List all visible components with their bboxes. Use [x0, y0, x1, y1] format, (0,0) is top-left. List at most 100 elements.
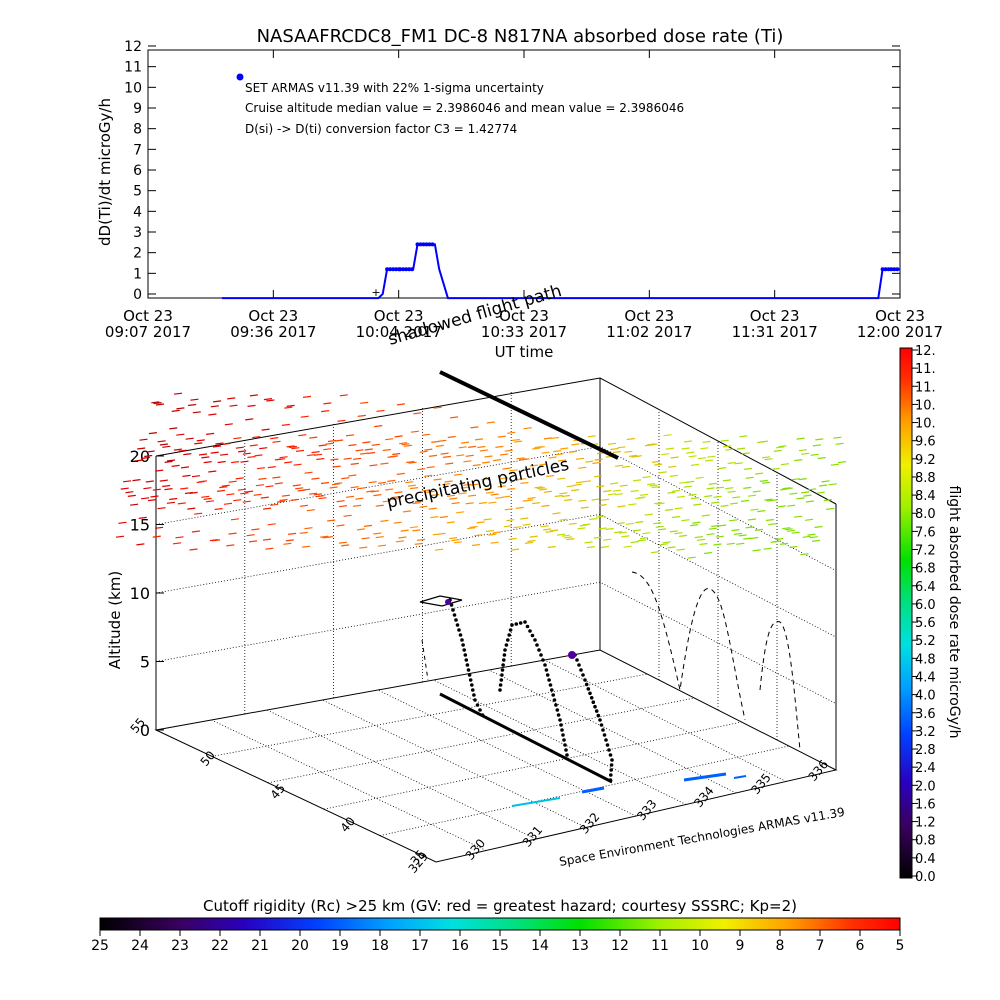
trajectory-point: [575, 658, 579, 662]
right-colorbar-tick-label: 10.: [915, 417, 936, 432]
particle-marker: [622, 465, 631, 468]
particle-marker: [713, 543, 722, 546]
particle-marker: [196, 439, 205, 442]
particle-marker: [690, 497, 699, 500]
particle-marker: [286, 404, 295, 407]
particle-marker: [320, 535, 329, 538]
particle-marker: [304, 471, 313, 474]
particle-marker: [631, 455, 640, 458]
particle-marker: [733, 532, 742, 535]
particle-marker: [736, 542, 745, 545]
particle-marker: [593, 475, 602, 478]
particle-marker: [550, 436, 559, 440]
particle-marker: [750, 536, 759, 540]
particle-marker: [495, 445, 504, 448]
particle-marker: [242, 452, 251, 455]
particle-marker: [155, 526, 164, 529]
particle-marker: [396, 403, 405, 406]
particle-marker: [256, 467, 265, 470]
y-tick-label: 3: [133, 225, 142, 241]
particle-marker: [290, 498, 299, 501]
data-point: [415, 242, 420, 247]
particle-marker: [249, 394, 258, 397]
particle-marker: [157, 507, 166, 510]
particle-marker: [527, 539, 536, 543]
particle-marker: [208, 470, 217, 473]
floor-segment: [581, 786, 605, 794]
particle-marker: [715, 535, 724, 538]
particle-marker: [706, 533, 715, 536]
particle-marker: [231, 461, 240, 464]
particle-marker: [323, 402, 332, 405]
trajectory-point: [539, 653, 543, 657]
trajectory-point: [506, 638, 510, 642]
data-point: [427, 242, 432, 247]
particle-marker: [329, 486, 338, 489]
bottom-colorbar-tick-label: 8: [776, 938, 785, 954]
longitude-tick-label: 336: [806, 757, 831, 784]
particle-marker: [458, 446, 467, 449]
particle-marker: [164, 488, 173, 491]
particle-marker: [522, 499, 531, 502]
particle-marker: [209, 539, 218, 542]
particle-marker: [428, 454, 438, 457]
bottom-colorbar-tick-label: 5: [896, 938, 905, 954]
right-colorbar-tick-label: 0.0: [915, 870, 936, 885]
trajectory-point: [561, 733, 565, 737]
y-tick-label: 2: [133, 246, 142, 262]
data-point: [424, 242, 429, 247]
particle-marker: [687, 556, 696, 559]
particle-marker: [281, 494, 290, 497]
particle-marker: [380, 462, 389, 465]
particle-marker: [577, 527, 586, 530]
right-colorbar-tick-label: 4.4: [915, 670, 936, 685]
particle-marker: [410, 487, 419, 490]
floor-grid-line: [211, 673, 648, 757]
particle-marker: [553, 450, 562, 453]
particle-marker: [543, 490, 552, 493]
particle-marker: [693, 503, 702, 506]
particle-marker: [247, 455, 256, 459]
particle-marker: [318, 444, 327, 447]
particle-marker: [629, 454, 638, 457]
right-colorbar-tick-label: 0.8: [915, 834, 936, 849]
data-point: [391, 267, 396, 272]
particle-marker: [692, 521, 701, 524]
particle-marker: [206, 432, 215, 435]
particle-marker: [540, 525, 549, 528]
particle-marker: [219, 486, 228, 489]
particle-marker: [304, 527, 313, 530]
particle-marker: [762, 456, 771, 459]
trajectory-point: [498, 683, 503, 687]
data-point: [880, 267, 885, 272]
particle-marker: [722, 445, 732, 448]
particle-marker: [375, 536, 384, 539]
particle-marker: [819, 484, 828, 487]
particle-marker: [396, 472, 405, 475]
particle-marker: [616, 522, 625, 525]
particle-marker: [768, 523, 777, 526]
particle-marker: [155, 469, 164, 472]
particle-marker: [483, 518, 492, 521]
particle-marker: [357, 414, 366, 417]
bottom-colorbar-tick-label: 25: [91, 938, 109, 954]
particle-marker: [230, 518, 240, 521]
particle-marker: [481, 478, 490, 481]
particle-marker: [240, 460, 249, 463]
particle-marker: [210, 451, 219, 454]
particle-marker: [311, 451, 320, 454]
particle-marker: [348, 444, 357, 447]
particle-marker: [587, 435, 596, 438]
particle-marker: [720, 504, 729, 507]
particle-marker: [718, 467, 727, 470]
bottom-colorbar-tick-label: 23: [171, 938, 189, 954]
particle-marker: [516, 457, 525, 460]
particle-marker: [151, 401, 160, 404]
wall-grid-line: [155, 446, 837, 572]
right-colorbar-tick-label: 11.: [915, 362, 936, 377]
particle-marker: [621, 535, 630, 538]
particle-marker: [541, 451, 550, 454]
particle-marker: [332, 465, 341, 468]
particle-marker: [262, 538, 272, 541]
legend-line-3: D(si) -> D(ti) conversion factor C3 = 1.…: [245, 122, 517, 136]
